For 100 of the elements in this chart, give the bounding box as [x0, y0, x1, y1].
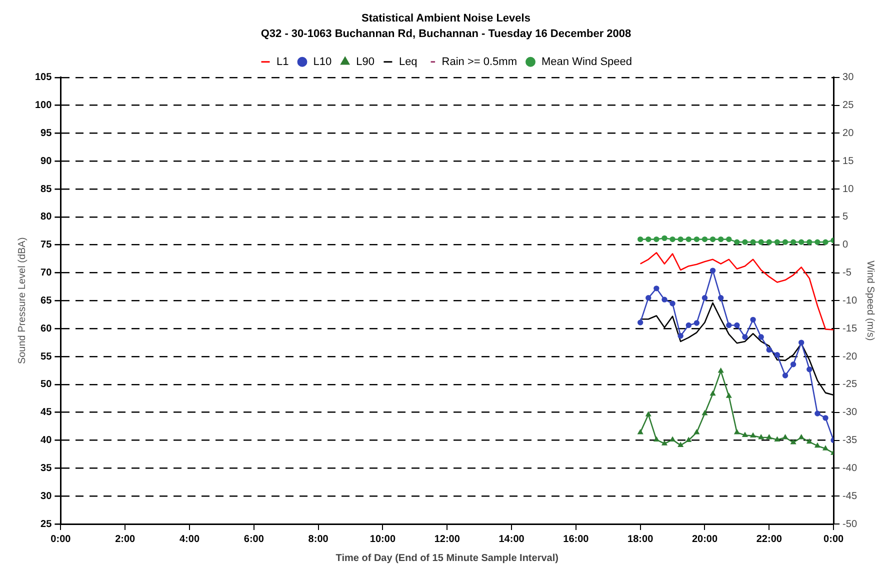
legend-label: Rain >= 0.5mm: [442, 56, 517, 68]
y-tick-label: 30: [40, 490, 52, 502]
point: [734, 322, 740, 328]
y-tick-label: 65: [40, 295, 52, 306]
y2-tick-label: 0: [842, 240, 849, 251]
point: [646, 295, 652, 301]
y-tick-label: 105: [34, 72, 52, 84]
y2-tick-label: 15: [842, 156, 854, 167]
point: [798, 434, 804, 440]
y-tick-label: 35: [40, 462, 52, 474]
x-tick-label: 0:00: [824, 534, 844, 545]
point: [702, 295, 708, 301]
point: [638, 430, 643, 434]
x-tick-label: 12:00: [434, 534, 460, 545]
point: [662, 440, 668, 446]
y2-tick-label: -30: [842, 407, 858, 418]
point: [742, 334, 748, 340]
x-tick-label: 16:00: [563, 534, 590, 545]
y-tick-label: 90: [40, 156, 52, 167]
x-tick-label: 8:00: [308, 534, 329, 545]
x-tick-label: 0:00: [50, 534, 72, 545]
y2-tick-label: -10: [842, 295, 858, 306]
y-tick-label: 25: [40, 518, 52, 530]
point: [814, 410, 820, 416]
y-tick-label: 40: [40, 435, 52, 446]
point: [742, 432, 748, 437]
y2-tick-label: 25: [842, 100, 854, 112]
y2-tick-label: -5: [842, 268, 852, 279]
point: [790, 361, 796, 368]
x-tick-label: 18:00: [628, 534, 654, 545]
point: [702, 410, 708, 416]
point: [654, 436, 659, 442]
legend-label: L1: [276, 56, 289, 68]
point: [662, 296, 668, 302]
point: [822, 446, 828, 450]
point: [694, 320, 700, 326]
y-tick-label: 50: [40, 379, 52, 390]
x-tick-label: 14:00: [498, 534, 525, 545]
y-tick-label: 55: [40, 351, 52, 362]
y-tick-label: 45: [40, 407, 52, 418]
point: [782, 372, 788, 378]
point: [670, 300, 676, 306]
x-tick-label: 22:00: [756, 534, 782, 545]
y-tick-label: 95: [40, 128, 52, 139]
y2-tick-label: 10: [842, 184, 854, 195]
point: [670, 436, 676, 442]
y2-tick-label: -25: [842, 379, 858, 390]
legend-label: L90: [356, 56, 374, 68]
point: [798, 340, 804, 346]
point: [678, 333, 684, 339]
y2-tick-label: -35: [842, 435, 858, 446]
y2-tick-label: -50: [842, 518, 858, 530]
chart-subtitle: Q32 - 30-1063 Buchannan Rd, Buchannan - Tuesday 16 December 2008: [260, 28, 632, 40]
legend-label: Leq: [398, 56, 418, 68]
point: [686, 322, 692, 328]
y-tick-label: 100: [34, 100, 52, 112]
point: [806, 366, 812, 372]
y-tick-label: 70: [40, 268, 52, 279]
y-tick-label: 80: [40, 212, 52, 223]
point: [646, 412, 651, 416]
x-tick-label: 2:00: [115, 534, 136, 545]
y-tick-label: 85: [40, 184, 52, 195]
y-tick-label: 75: [40, 240, 52, 251]
legend-label: L10: [313, 56, 332, 68]
chart-title: Statistical Ambient Noise Levels: [362, 12, 530, 25]
x-tick-label: 6:00: [244, 534, 264, 545]
y-tick-label: 60: [40, 323, 52, 334]
y2-tick-label: -20: [842, 351, 858, 362]
point: [750, 432, 756, 438]
y-axis-title: Sound Pressure Level (dBA): [16, 237, 28, 364]
y2-tick-label: -45: [842, 490, 858, 502]
point: [774, 436, 780, 442]
point: [654, 286, 660, 292]
y2-tick-label: -40: [842, 462, 858, 474]
point: [734, 430, 740, 434]
y2-axis-title: Wind Speed (m/s): [864, 260, 876, 341]
point: [766, 434, 772, 440]
legend-label: Mean Wind Speed: [542, 56, 632, 68]
point: [822, 415, 828, 421]
x-tick-label: 10:00: [370, 534, 396, 545]
point: [814, 442, 820, 448]
point: [758, 434, 764, 440]
x-tick-label: 4:00: [179, 534, 200, 545]
point: [726, 322, 732, 328]
point: [766, 346, 772, 353]
x-axis-title: Time of Day (End of 15 Minute Sample Interval): [336, 552, 558, 564]
point: [782, 434, 788, 440]
point: [726, 393, 732, 398]
y2-tick-label: 30: [842, 72, 854, 84]
point: [718, 368, 724, 373]
point: [678, 442, 684, 448]
point: [694, 430, 700, 434]
point: [637, 320, 644, 326]
y2-tick-label: -15: [842, 323, 858, 334]
x-tick-label: 20:00: [692, 534, 718, 545]
y2-tick-label: 5: [842, 212, 849, 223]
y2-tick-label: 20: [842, 128, 854, 139]
point: [718, 295, 724, 301]
point: [750, 316, 756, 323]
point: [790, 440, 796, 444]
